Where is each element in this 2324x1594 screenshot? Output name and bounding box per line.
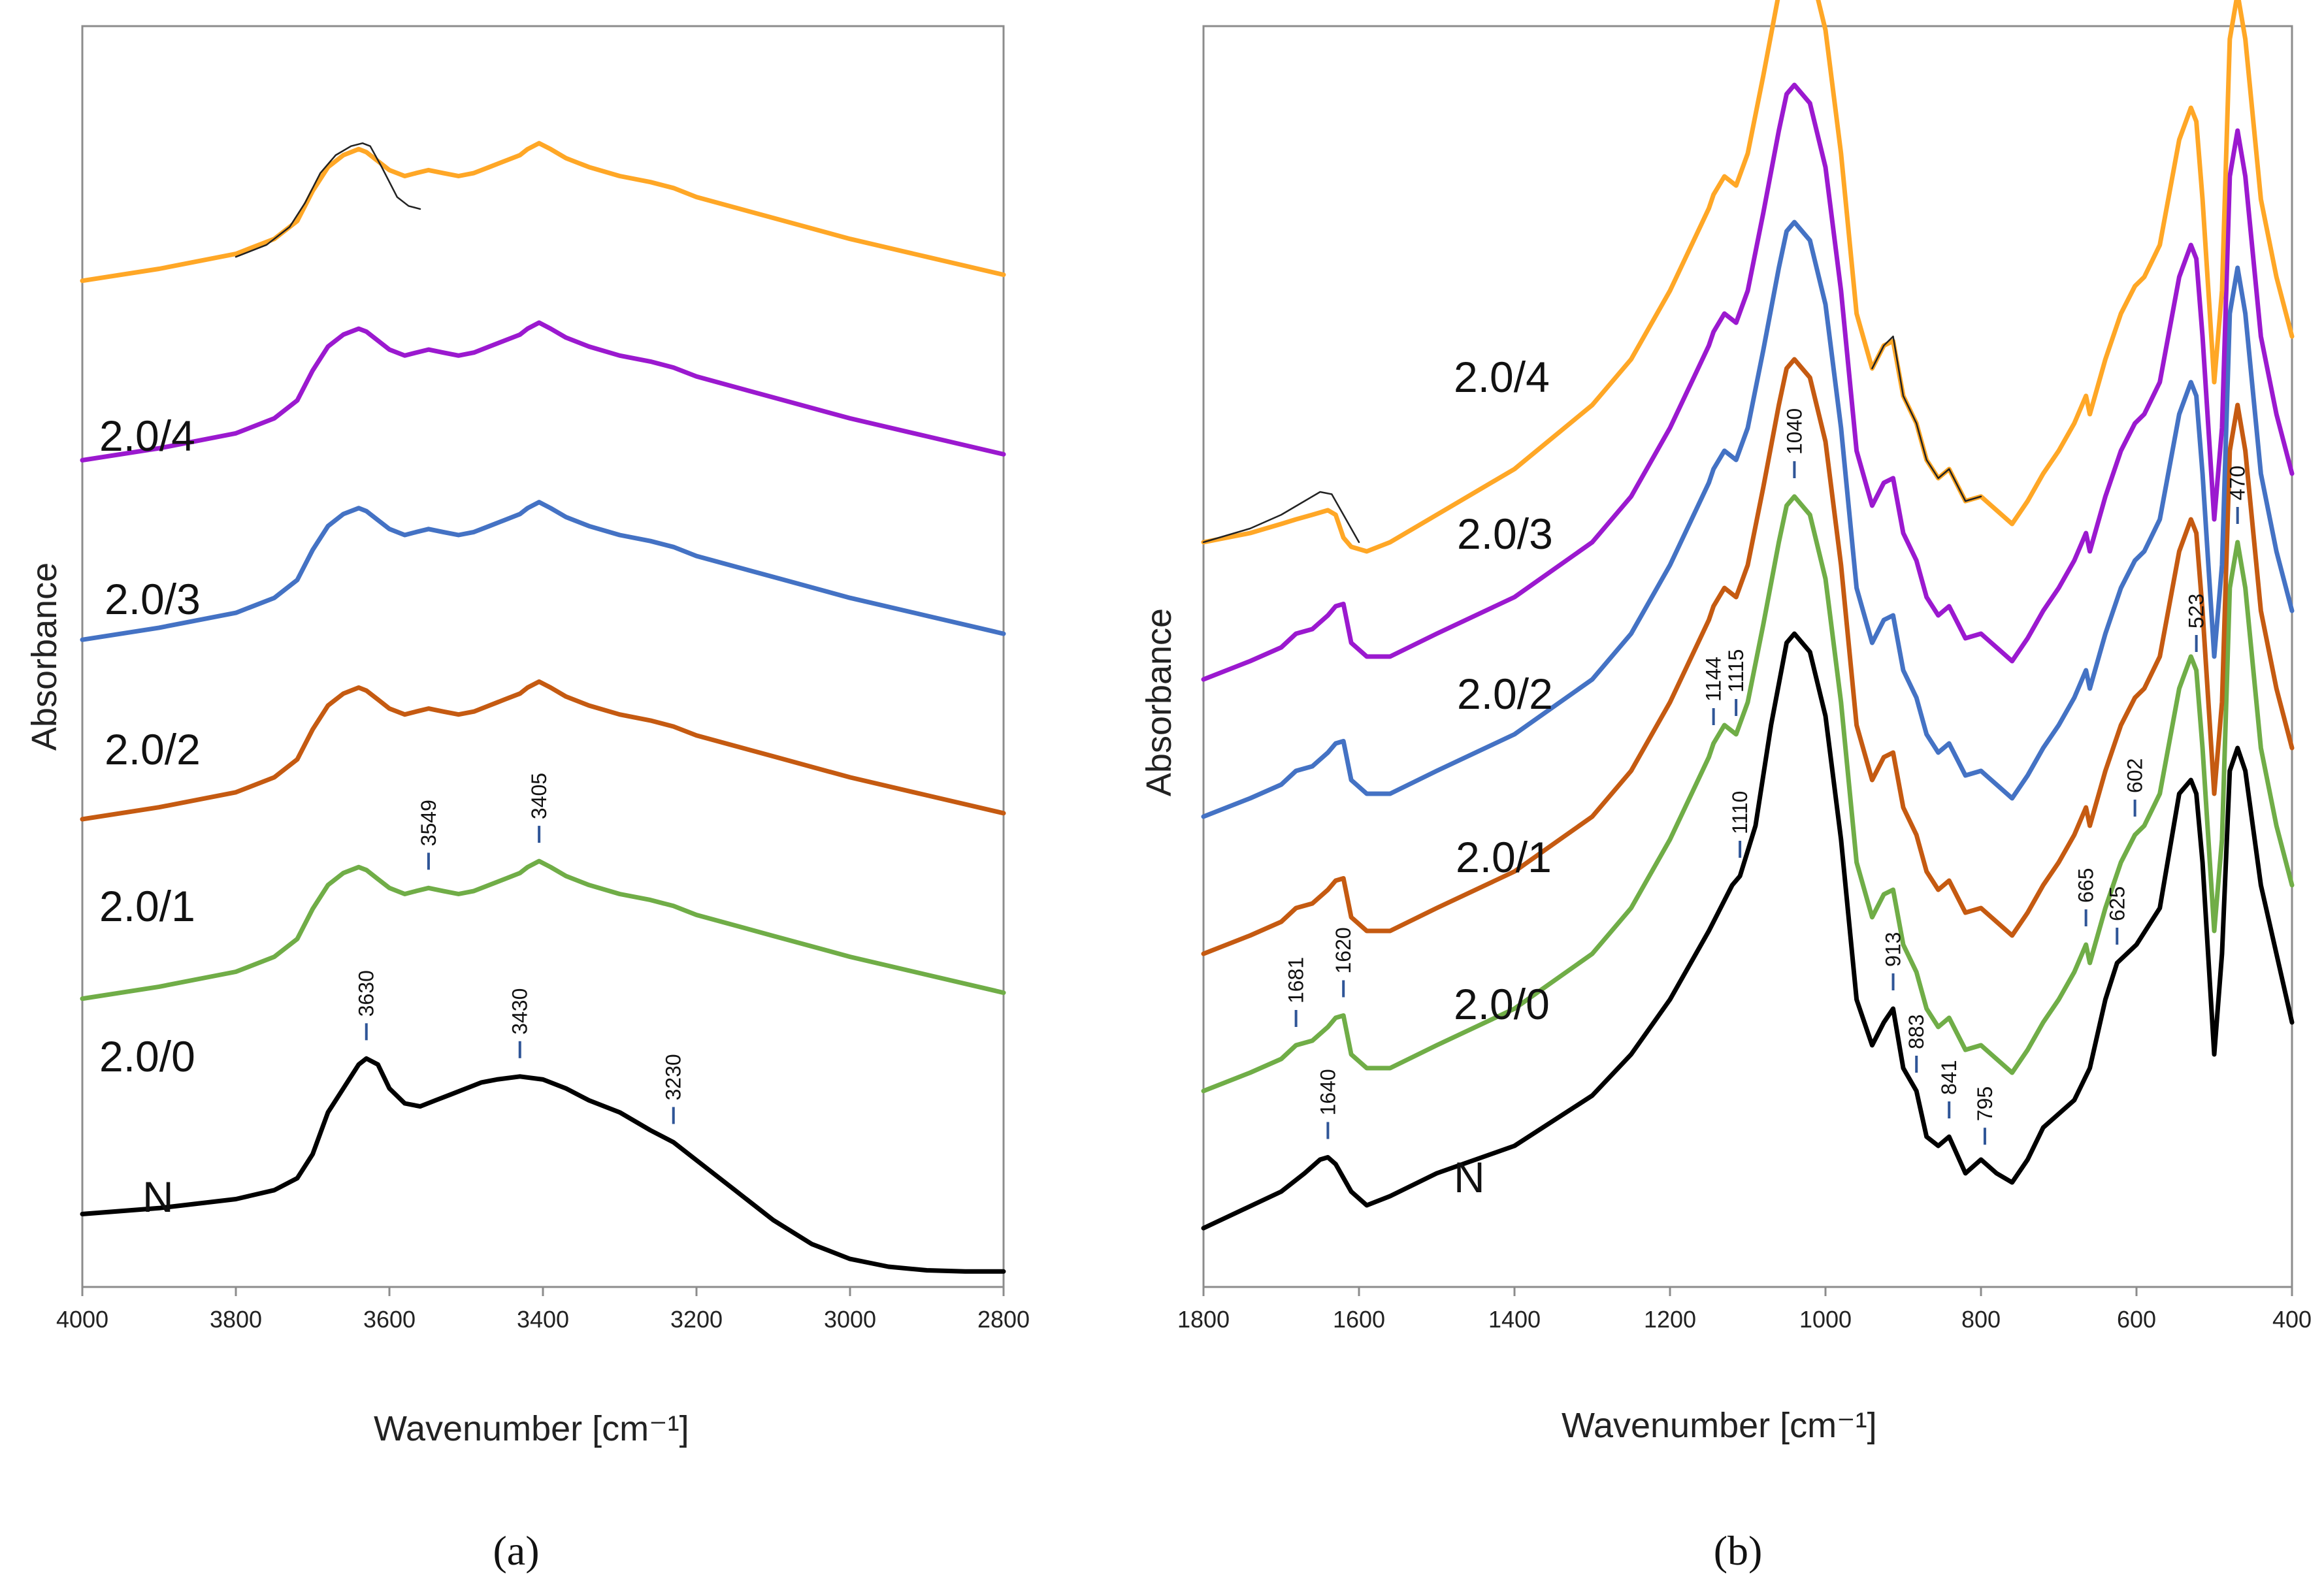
x-tick-label: 3000 [824,1306,876,1333]
series-line-n [1201,631,2295,1231]
peak-label: 1115 [1724,649,1748,692]
panel-a-xticks: 4000 3800 3600 3400 3200 3000 2800 [56,1287,1030,1333]
x-tick-label: 3600 [363,1306,416,1333]
panel-b-series [1201,0,2295,1231]
peak-label: 913 [1882,932,1905,967]
panel-a: N 2.0/0 2.0/1 2.0/2 2.0/3 2.0/4 3630 3430 3230 35… [25,25,1030,1574]
series-line-2-0-4-overlay [1202,491,1360,544]
panel-a-caption: (a) [493,1527,539,1574]
panel-a-series [80,140,1006,1274]
x-tick-label: 4000 [56,1306,108,1333]
trace-label: N [1454,1153,1485,1201]
series-line-2-0-1 [1201,357,2295,956]
peak-label: 602 [2123,758,2147,793]
trace-label: 2.0/3 [1457,510,1553,558]
trace-label: 2.0/1 [1456,833,1552,881]
series-line-2-0-4 [80,140,1006,284]
x-tick-label: 3800 [210,1306,262,1333]
peak-label: 1144 [1702,657,1726,702]
trace-label: 2.0/3 [105,575,201,623]
x-tick-label: 3200 [670,1306,723,1333]
x-tick-label: 3400 [517,1306,569,1333]
trace-label: 2.0/4 [99,412,195,460]
x-tick-label: 600 [2117,1306,2156,1333]
series-line-2-0-4-overlay-2 [1871,335,1982,502]
series-line-2-0-2 [80,500,1006,642]
series-line-2-0-3 [1201,82,2295,682]
peak-label: 1620 [1332,927,1355,973]
panel-a-ylabel: Absorbance [25,562,64,751]
x-tick-label: 1800 [1177,1306,1230,1333]
panel-a-xlabel: Wavenumber [cm⁻¹] [374,1409,689,1448]
peak-label: 665 [2074,868,2098,903]
trace-label: 2.0/1 [99,882,195,930]
peak-label: 1640 [1316,1069,1339,1115]
trace-label: 2.0/4 [1454,353,1550,401]
series-line-n [80,1056,1006,1274]
trace-label: 2.0/0 [1454,980,1550,1028]
x-tick-label: 2800 [977,1306,1030,1333]
peak-label: 625 [2105,886,2129,921]
peak-label: 3630 [355,970,378,1017]
peak-label: 883 [1905,1015,1928,1049]
series-line-2-0-0 [80,858,1006,1001]
peak-label: 3549 [417,800,440,846]
peak-label: 523 [2185,594,2208,628]
trace-label: 2.0/0 [99,1032,195,1081]
panel-b-xticks: 1800 1600 1400 1200 1000 800 600 400 [1177,1287,2312,1333]
series-line-2-0-1 [80,679,1006,822]
panel-a-labels: N 2.0/0 2.0/1 2.0/2 2.0/3 2.0/4 3630 3430 3230 35… [99,412,685,1221]
peak-label: 3405 [527,773,551,819]
trace-label: 2.0/2 [1457,670,1553,718]
peak-label: 1110 [1728,791,1752,834]
trace-label: 2.0/2 [105,725,201,773]
panel-b: N 2.0/0 2.0/1 2.0/2 2.0/3 2.0/4 1640 1110 913 883… [1139,0,2312,1574]
panel-b-caption: (b) [1714,1527,1763,1574]
x-tick-label: 1400 [1488,1306,1541,1333]
peak-label: 795 [1973,1086,1997,1121]
series-line-2-0-3 [80,320,1006,463]
x-tick-label: 1000 [1799,1306,1852,1333]
peak-label: 1681 [1285,957,1308,1003]
x-tick-label: 1200 [1644,1306,1696,1333]
panel-b-xlabel: Wavenumber [cm⁻¹] [1562,1406,1877,1445]
panel-b-labels: N 2.0/0 2.0/1 2.0/2 2.0/3 2.0/4 1640 1110 913 883… [1285,353,2250,1201]
panel-b-ylabel: Absorbance [1139,608,1179,796]
peak-label: 3430 [508,988,532,1035]
series-line-2-0-4-overlay [235,142,421,258]
series-line-2-0-2 [1201,220,2295,819]
x-tick-label: 1600 [1333,1306,1385,1333]
trace-label: N [142,1173,174,1221]
peak-label: 1040 [1782,408,1806,455]
x-tick-label: 400 [2272,1306,2312,1333]
peak-label: 3230 [662,1054,685,1100]
peak-label: 470 [2226,466,2250,500]
x-tick-label: 800 [1961,1306,2001,1333]
peak-label: 841 [1937,1060,1961,1095]
panel-b-plot-area [1202,25,2293,1288]
series-line-2-0-0 [1201,494,2295,1094]
